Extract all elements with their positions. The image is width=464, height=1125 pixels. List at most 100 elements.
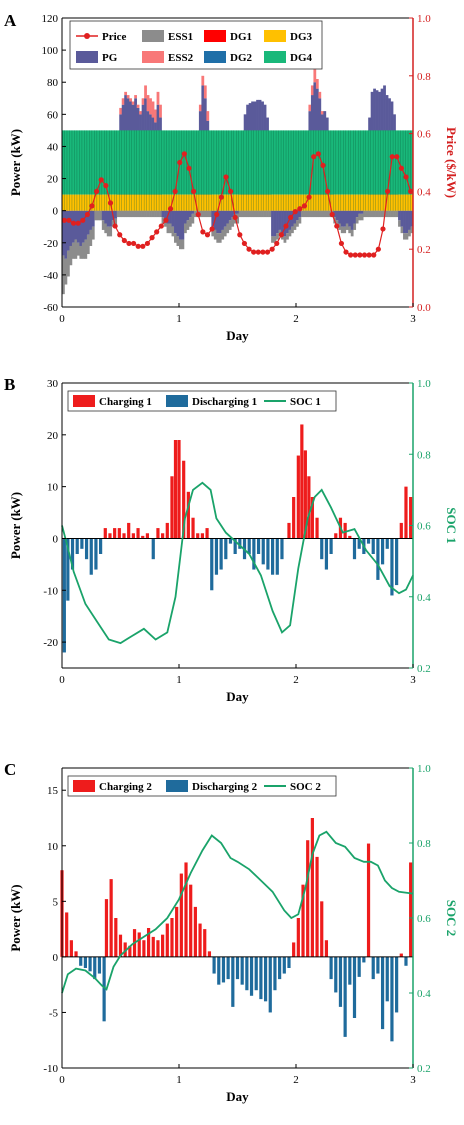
discharging-bar [84, 538, 89, 560]
charging-bar [348, 535, 352, 539]
discharging-bar [385, 956, 389, 1002]
ess1-bar [176, 236, 180, 246]
dg3-band [62, 194, 413, 211]
pg-bar [181, 210, 185, 240]
charging-bar [104, 899, 109, 957]
charging-bar [205, 528, 209, 539]
price-marker [315, 151, 321, 157]
charging-bar [193, 906, 197, 957]
discharging-bar [280, 538, 284, 560]
ess1-bar [203, 210, 207, 218]
x-tick-label: 3 [410, 1074, 416, 1086]
ess1-bar [156, 210, 160, 218]
ess2-bar [310, 85, 314, 96]
discharging-bar [75, 538, 79, 554]
ess1-bar [161, 217, 165, 224]
pg-bar [408, 210, 411, 230]
price-marker [70, 220, 77, 226]
y2-tick-label: 0.8 [417, 71, 431, 83]
pg-bar [89, 210, 93, 230]
ess1-bar [305, 210, 309, 218]
discharging-bar [371, 956, 375, 980]
price-marker [246, 246, 252, 252]
pg-bar [114, 210, 118, 219]
pg-bar [176, 210, 180, 237]
price-marker [260, 249, 266, 255]
ess1-bar [350, 229, 354, 237]
price-marker [283, 223, 289, 229]
charging-bar [177, 440, 181, 539]
x-tick-label: 2 [293, 313, 299, 325]
x-tick-label: 0 [59, 313, 65, 325]
ess1-bar [181, 239, 185, 250]
y2-axis-label: SOC 2 [444, 900, 459, 936]
price-marker [375, 246, 381, 252]
charging-bar [109, 879, 113, 957]
discharging-bar [80, 538, 84, 549]
ess1-bar [271, 236, 274, 243]
ess1-bar [213, 229, 217, 240]
discharging-bar [275, 538, 279, 575]
discharging-bar [366, 538, 371, 544]
charging-bar [175, 906, 179, 957]
discharging-bar [238, 538, 242, 549]
discharging-bar [263, 956, 268, 1002]
pg-bar [221, 210, 225, 230]
ess1-bar [335, 220, 339, 227]
price-marker [311, 154, 317, 160]
ess1-bar [400, 226, 404, 234]
ess1-bar [226, 223, 230, 234]
legend-label: DG4 [290, 52, 313, 64]
legend-swatch [73, 395, 95, 407]
price-marker [140, 243, 146, 249]
discharging-bar [217, 956, 221, 985]
pg-bar [191, 210, 195, 214]
discharging-bar [390, 956, 394, 1042]
x-tick-label: 3 [410, 674, 416, 686]
price-marker [84, 211, 91, 218]
charging-bar [127, 522, 131, 539]
ess1-bar [169, 223, 172, 234]
price-marker [135, 243, 141, 249]
legend-swatch [204, 30, 226, 42]
charging-bar [320, 901, 324, 957]
discharging-bar [357, 538, 361, 549]
y2-tick-label: 0.4 [417, 988, 431, 1000]
charging-bar [74, 951, 78, 957]
ess2-bar [134, 95, 137, 99]
ess1-bar [179, 239, 182, 250]
price-marker [320, 162, 326, 168]
price-marker [144, 240, 151, 247]
legend-label: Discharging 2 [192, 781, 258, 793]
y-tick-label: 120 [42, 13, 59, 25]
pg-bar [79, 210, 83, 246]
ess1-bar [303, 210, 307, 218]
pg-bar [345, 210, 349, 224]
price-marker [98, 177, 104, 183]
ess1-bar [221, 229, 225, 240]
pg-bar [340, 210, 344, 227]
pg-bar [169, 210, 172, 224]
x-tick-label: 0 [59, 674, 65, 686]
ess1-bar [201, 210, 205, 218]
soc-line [61, 830, 414, 994]
discharging-bar [79, 956, 83, 966]
price-marker [324, 188, 331, 194]
ess1-bar [261, 210, 264, 218]
charging-bar [409, 862, 413, 957]
discharging-bar [231, 956, 235, 1007]
pg-bar [218, 210, 222, 234]
ess1-bar [380, 210, 384, 218]
price-marker [167, 206, 174, 212]
charging-bar [145, 533, 150, 539]
pg-bar [86, 210, 90, 235]
pg-bar [348, 210, 352, 227]
x-tick-label: 1 [176, 674, 182, 686]
pg-bar [360, 210, 364, 214]
pg-bar [84, 210, 88, 240]
ess2-bar [124, 91, 128, 96]
ess1-bar [211, 226, 215, 237]
y-tick-label: 15 [47, 785, 59, 797]
ess1-bar [231, 217, 235, 227]
